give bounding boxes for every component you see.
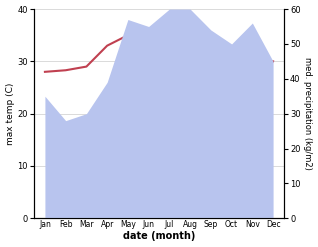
X-axis label: date (month): date (month) (123, 231, 195, 242)
Y-axis label: max temp (C): max temp (C) (5, 82, 15, 145)
Y-axis label: med. precipitation (kg/m2): med. precipitation (kg/m2) (303, 57, 313, 170)
